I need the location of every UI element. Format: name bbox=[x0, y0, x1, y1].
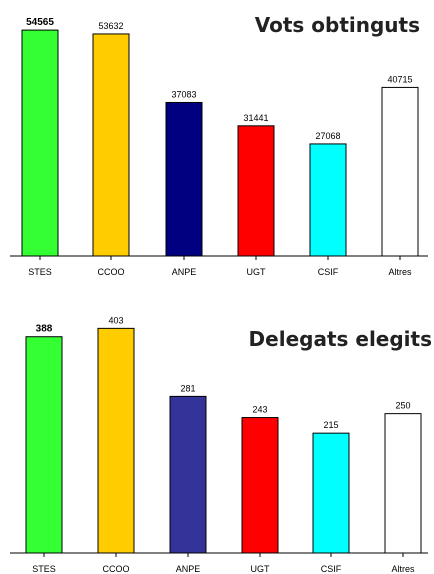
bar-anpe bbox=[165, 101, 203, 257]
x-tick-label-altres: Altres bbox=[388, 267, 412, 277]
data-label-stes: 54565 bbox=[26, 17, 54, 28]
bar-stes bbox=[25, 336, 63, 554]
bar-anpe bbox=[169, 395, 207, 554]
data-label-anpe: 281 bbox=[180, 383, 195, 393]
bar-altres bbox=[381, 86, 419, 257]
bar-ccoo bbox=[97, 327, 135, 554]
bar-ccoo bbox=[92, 33, 130, 257]
x-tick-label-csif: CSIF bbox=[318, 267, 339, 277]
data-label-ccoo: 403 bbox=[108, 315, 123, 325]
votes-chart: Vots obtinguts 54565 STES 53632 CCOO 37083 AN… bbox=[10, 13, 428, 277]
data-label-stes: 388 bbox=[36, 324, 53, 335]
x-tick-label-stes: STES bbox=[28, 267, 52, 277]
x-tick-label-ccoo: CCOO bbox=[98, 267, 125, 277]
x-tick-label-anpe: ANPE bbox=[172, 267, 197, 277]
data-label-anpe: 37083 bbox=[171, 89, 196, 99]
bar-stes bbox=[21, 29, 59, 257]
x-tick-label-ccoo: CCOO bbox=[103, 564, 130, 574]
data-label-altres: 250 bbox=[395, 401, 410, 411]
x-tick-label-stes: STES bbox=[32, 564, 56, 574]
delegates-chart: Delegats elegits 388 STES 403 CCOO 281 ANPE 24… bbox=[10, 315, 432, 574]
data-label-ccoo: 53632 bbox=[98, 21, 123, 31]
x-tick-label-ugt: UGT bbox=[247, 267, 267, 277]
data-label-ugt: 31441 bbox=[243, 113, 268, 123]
bar-ugt bbox=[237, 125, 275, 257]
bar-ugt bbox=[241, 417, 279, 554]
bar-altres bbox=[384, 413, 422, 554]
bar-csif bbox=[309, 143, 347, 257]
data-label-csif: 27068 bbox=[315, 131, 340, 141]
x-tick-label-altres: Altres bbox=[391, 564, 415, 574]
x-tick-label-csif: CSIF bbox=[321, 564, 342, 574]
data-label-altres: 40715 bbox=[387, 74, 412, 84]
bar-csif bbox=[312, 432, 350, 554]
x-tick-label-ugt: UGT bbox=[251, 564, 271, 574]
chart-title: Delegats elegits bbox=[249, 327, 432, 351]
data-label-csif: 215 bbox=[323, 420, 338, 430]
x-tick-label-anpe: ANPE bbox=[176, 564, 201, 574]
data-label-ugt: 243 bbox=[252, 405, 267, 415]
chart-title: Vots obtinguts bbox=[255, 13, 420, 37]
